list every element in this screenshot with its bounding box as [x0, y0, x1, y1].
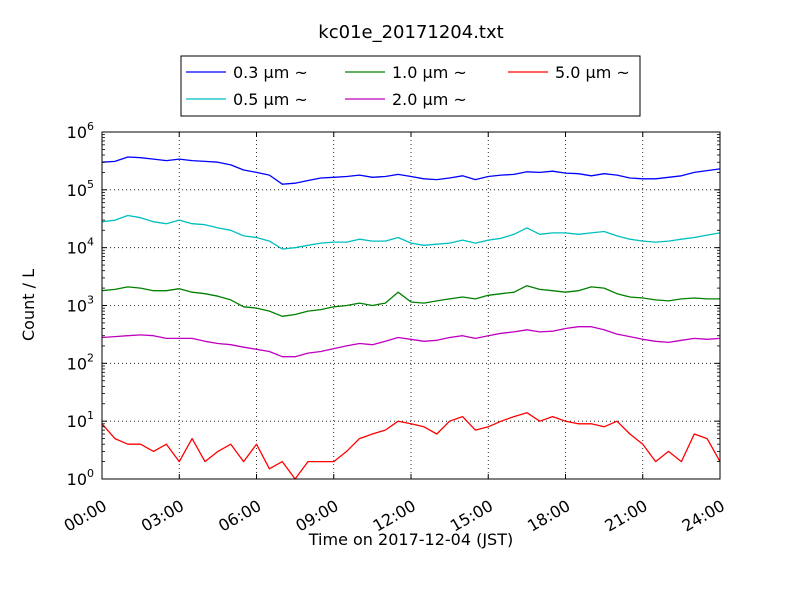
- series-line: [101, 214, 721, 250]
- y-tick-exponent: 2: [87, 351, 94, 364]
- y-tick-exponent: 4: [87, 236, 94, 249]
- y-tick-base: 10: [67, 354, 87, 373]
- y-tick-label: 105: [67, 178, 94, 200]
- legend-label: 0.3 μm ~: [233, 63, 308, 82]
- x-axis-label: Time on 2017-12-04 (JST): [308, 530, 513, 549]
- legend-label: 5.0 μm ~: [555, 63, 630, 82]
- chart-title: kc01e_20171204.txt: [318, 22, 503, 43]
- y-tick-exponent: 6: [87, 120, 94, 133]
- y-tick-base: 10: [67, 181, 87, 200]
- y-tick-base: 10: [67, 470, 87, 489]
- legend-label: 0.5 μm ~: [233, 90, 308, 109]
- y-tick-label: 106: [67, 120, 94, 142]
- x-tick-label: 21:00: [601, 496, 650, 536]
- y-tick-label: 102: [67, 351, 94, 373]
- grid: [102, 132, 720, 479]
- y-tick-base: 10: [67, 123, 87, 142]
- y-tick-exponent: 3: [87, 294, 94, 307]
- x-tick-label: 18:00: [524, 496, 573, 536]
- y-tick-base: 10: [67, 239, 87, 258]
- x-tick-label: 03:00: [138, 496, 187, 536]
- legend-frame: [180, 55, 641, 117]
- y-tick-base: 10: [67, 412, 87, 431]
- y-tick-label: 103: [67, 294, 94, 316]
- y-tick-label: 100: [67, 467, 94, 489]
- x-tick-label: 24:00: [679, 496, 728, 536]
- y-tick-base: 10: [67, 297, 87, 316]
- x-tick-label: 06:00: [215, 496, 264, 536]
- legend-label: 2.0 μm ~: [392, 90, 467, 109]
- y-tick-exponent: 0: [87, 467, 94, 480]
- series-line: [101, 285, 720, 317]
- y-tick-label: 101: [67, 409, 94, 431]
- y-tick-exponent: 1: [87, 409, 94, 422]
- axis-ticks: 00:00 03:00 06:00 09:00 12:00 15:00 18:00 21:00…: [61, 120, 728, 536]
- series-line: [101, 156, 721, 185]
- plot-area: [101, 156, 721, 480]
- series-line: [101, 412, 721, 480]
- legend-label: 1.0 μm ~: [392, 63, 467, 82]
- y-tick-exponent: 5: [87, 178, 94, 191]
- legend: 0.3 μm ~ 0.5 μm ~ 1.0 μm ~ 2.0 μm ~ 5.0 μm ~: [180, 55, 641, 117]
- y-tick-label: 104: [67, 236, 94, 258]
- series-line: [101, 326, 721, 358]
- y-axis-label: Count / L: [19, 269, 38, 341]
- x-tick-label: 00:00: [61, 496, 110, 536]
